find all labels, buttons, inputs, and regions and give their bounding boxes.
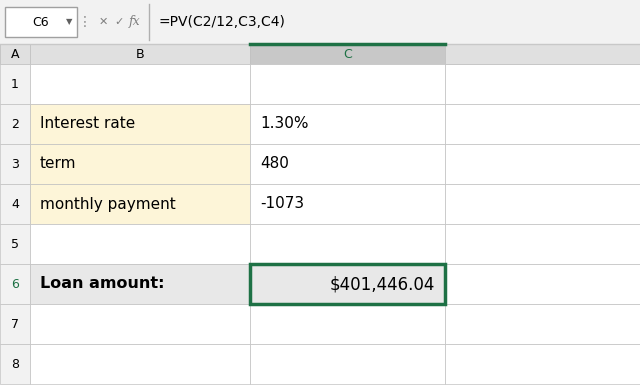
Text: C6: C6: [33, 15, 49, 29]
Bar: [445, 64, 640, 104]
Bar: [250, 44, 445, 64]
Bar: [250, 64, 445, 104]
Bar: [0, 44, 30, 64]
Text: Interest rate: Interest rate: [40, 116, 135, 132]
Text: monthly payment: monthly payment: [40, 197, 176, 212]
Bar: [0, 344, 30, 384]
Text: 3: 3: [11, 158, 19, 171]
Bar: [445, 144, 640, 184]
Bar: [0, 224, 30, 264]
Bar: [30, 224, 250, 264]
Bar: [445, 224, 640, 264]
Text: $401,446.04: $401,446.04: [330, 275, 435, 293]
Bar: [445, 104, 640, 144]
Text: 6: 6: [11, 277, 19, 291]
Text: 480: 480: [260, 156, 289, 171]
Text: ⋮: ⋮: [78, 15, 92, 29]
Bar: [445, 264, 640, 304]
Bar: [250, 264, 445, 304]
Bar: [250, 304, 445, 344]
Text: 5: 5: [11, 238, 19, 250]
Bar: [445, 304, 640, 344]
Text: ✕: ✕: [99, 17, 108, 27]
Bar: [445, 44, 640, 64]
Polygon shape: [20, 54, 30, 64]
Bar: [250, 344, 445, 384]
Bar: [30, 104, 250, 144]
Bar: [445, 344, 640, 384]
Bar: [250, 104, 445, 144]
Bar: [0, 44, 640, 64]
Text: 4: 4: [11, 197, 19, 211]
Text: 8: 8: [11, 358, 19, 370]
Bar: [30, 44, 250, 64]
Text: -1073: -1073: [260, 197, 304, 212]
Text: Loan amount:: Loan amount:: [40, 276, 164, 291]
Text: fx: fx: [129, 15, 141, 29]
Bar: [30, 344, 250, 384]
Bar: [250, 224, 445, 264]
Bar: [30, 64, 250, 104]
Bar: [0, 184, 30, 224]
Bar: [30, 144, 250, 184]
Text: ▼: ▼: [66, 17, 72, 26]
Bar: [250, 184, 445, 224]
Bar: [250, 264, 445, 304]
Bar: [30, 304, 250, 344]
Text: A: A: [11, 48, 19, 60]
Text: =PV(C2/12,C3,C4): =PV(C2/12,C3,C4): [159, 15, 286, 29]
Bar: [250, 144, 445, 184]
Text: ✓: ✓: [115, 17, 124, 27]
Bar: [0, 64, 30, 104]
Text: term: term: [40, 156, 77, 171]
Text: 7: 7: [11, 317, 19, 330]
Text: 1.30%: 1.30%: [260, 116, 308, 132]
Bar: [445, 184, 640, 224]
Text: B: B: [136, 48, 144, 60]
Text: 2: 2: [11, 118, 19, 130]
Bar: [0, 0, 640, 44]
Text: C: C: [343, 48, 352, 60]
Bar: [0, 264, 30, 304]
Text: 1: 1: [11, 77, 19, 91]
Bar: [0, 144, 30, 184]
Bar: [0, 104, 30, 144]
Bar: [5, 7, 77, 37]
Bar: [30, 184, 250, 224]
Bar: [0, 304, 30, 344]
Bar: [30, 264, 250, 304]
Bar: [0, 44, 30, 64]
